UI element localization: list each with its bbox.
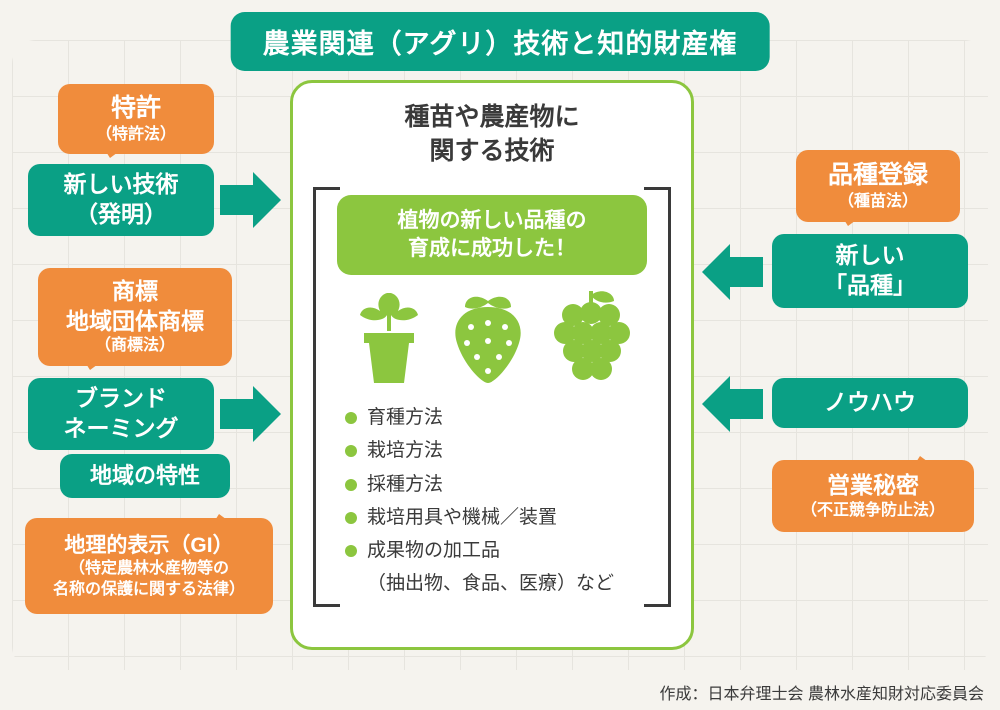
strawberry-icon <box>447 293 529 385</box>
center-heading: 種苗や農産物に 関する技術 <box>317 101 667 169</box>
trade-secret-box: 営業秘密 （不正競争防止法） <box>772 460 974 532</box>
arrow-left-icon <box>702 376 763 432</box>
new-tech-box: 新しい技術 （発明） <box>28 164 214 236</box>
grapes-icon <box>548 289 634 385</box>
bullet-item: 育種方法 <box>345 401 661 434</box>
knowhow-box: ノウハウ <box>772 378 968 428</box>
variety-reg-box: 品種登録 （種苗法） <box>796 150 960 222</box>
center-panel: 種苗や農産物に 関する技術 植物の新しい品種の 育成に成功した！ <box>290 80 694 650</box>
title-banner: 農業関連（アグリ）技術と知的財産権 <box>231 12 770 71</box>
bullet-item: 成果物の加工品 <box>345 534 661 567</box>
bullet-list: 育種方法 栽培方法 採種方法 栽培用具や機械／装置 成果物の加工品 （抽出物、食… <box>323 401 661 601</box>
arrow-right-icon <box>220 386 281 442</box>
bullet-item: 栽培用具や機械／装置 <box>345 501 661 534</box>
arrow-left-icon <box>702 244 763 300</box>
bullet-tail: （抽出物、食品、医療）など <box>345 567 661 600</box>
brand-box: ブランド ネーミング <box>28 378 214 450</box>
bullet-item: 栽培方法 <box>345 434 661 467</box>
success-pill: 植物の新しい品種の 育成に成功した！ <box>337 195 647 276</box>
trademark-box: 商標 地域団体商標 （商標法） <box>38 268 232 366</box>
bracket-box: 植物の新しい品種の 育成に成功した！ <box>317 181 667 609</box>
region-box: 地域の特性 <box>60 454 230 498</box>
bullet-item: 採種方法 <box>345 468 661 501</box>
new-variety-box: 新しい 「品種」 <box>772 234 968 308</box>
icon-row <box>341 289 643 385</box>
credit-line: 作成：日本弁理士会 農林水産知財対応委員会 <box>660 680 984 704</box>
potted-seedling-icon <box>350 293 428 385</box>
arrow-right-icon <box>220 172 281 228</box>
title-text: 農業関連（アグリ）技術と知的財産権 <box>263 29 738 59</box>
gi-box: 地理的表示（GI） （特定農林水産物等の 名称の保護に関する法律） <box>25 518 273 614</box>
patent-box: 特許 （特許法） <box>58 84 214 154</box>
